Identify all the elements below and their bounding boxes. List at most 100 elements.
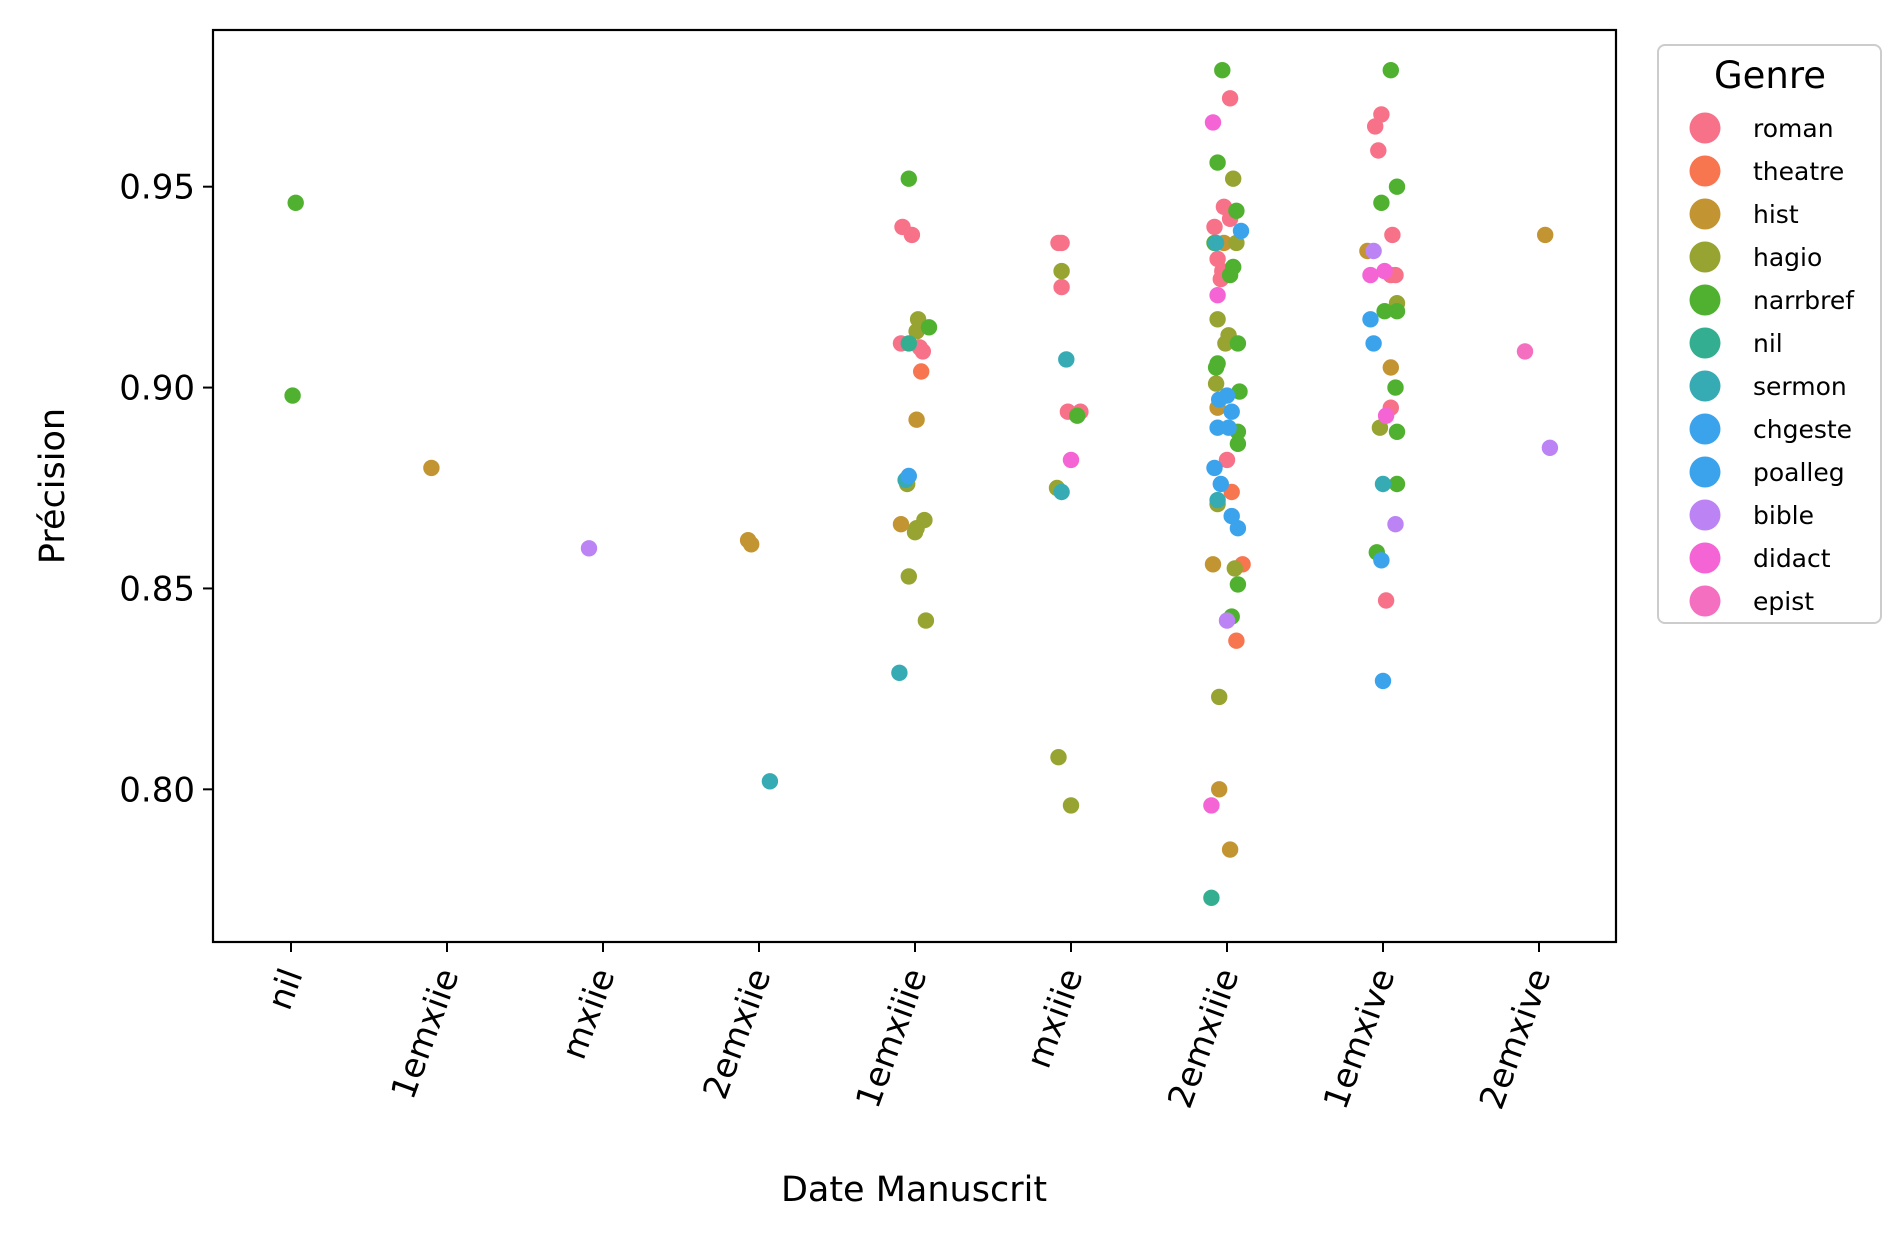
data-point-didact <box>1362 266 1379 284</box>
data-point-narrbref <box>1231 383 1248 400</box>
data-point-didact <box>1209 287 1226 304</box>
x-tick-label: mxiie <box>554 963 623 1064</box>
data-point-narrbref <box>287 194 304 211</box>
data-point-theatre <box>1228 632 1245 649</box>
data-point-roman <box>1384 226 1401 244</box>
data-point-chgeste <box>1212 475 1230 493</box>
data-point-didact <box>1376 262 1393 280</box>
data-point-chgeste <box>900 467 917 485</box>
data-point-hist <box>1537 226 1554 244</box>
data-point-didact <box>1062 451 1080 469</box>
legend: Genre roman theatre hist hagio narrbref nil se… <box>1657 44 1882 624</box>
data-point-theatre <box>913 363 930 380</box>
data-point-narrbref <box>284 387 301 404</box>
y-axis-title: Précision <box>33 408 73 564</box>
data-point-narrbref <box>1228 202 1245 219</box>
data-point-hist <box>743 536 760 553</box>
data-point-roman <box>1367 118 1384 135</box>
legend-label-hagio: hagio <box>1753 243 1822 272</box>
data-point-poalleg <box>1223 403 1240 420</box>
data-point-didact <box>1377 407 1395 424</box>
data-point-narrbref <box>1373 194 1390 211</box>
data-point-hagio <box>1050 749 1067 766</box>
data-point-roman <box>1377 592 1395 609</box>
legend-marker-hist <box>1689 198 1721 230</box>
legend-marker-bible <box>1689 499 1721 531</box>
data-point-hagio <box>1062 797 1080 814</box>
data-point-nil <box>1203 889 1220 906</box>
data-point-hagio <box>906 524 924 541</box>
data-point-hagio <box>1207 375 1225 392</box>
data-point-chgeste <box>1206 459 1223 477</box>
data-point-hagio <box>1053 262 1070 280</box>
data-points <box>284 61 1559 906</box>
data-point-chgeste <box>1365 335 1382 352</box>
data-point-roman <box>1218 451 1236 469</box>
legend-title: Genre <box>1714 54 1826 97</box>
legend-label-didact: didact <box>1753 544 1831 573</box>
legend-label-poalleg: poalleg <box>1753 458 1845 487</box>
data-point-narrbref <box>1207 359 1225 376</box>
y-tick-label: 0.95 <box>119 168 195 208</box>
data-point-sermon <box>891 664 908 681</box>
legend-marker-nil <box>1689 327 1721 359</box>
data-point-sermon <box>761 773 779 790</box>
data-point-hist <box>892 516 910 533</box>
data-point-narrbref <box>1221 266 1239 284</box>
legend-label-epist: epist <box>1753 587 1814 616</box>
data-point-epist <box>1516 343 1534 360</box>
data-point-narrbref <box>920 319 938 336</box>
legend-label-narrbref: narrbref <box>1753 286 1855 315</box>
y-tick-label: 0.85 <box>119 569 195 609</box>
data-point-narrbref <box>1388 303 1406 320</box>
data-point-narrbref <box>1069 407 1086 424</box>
legend-marker-theatre <box>1689 155 1721 187</box>
legend-label-theatre: theatre <box>1753 157 1844 186</box>
data-point-hagio <box>908 323 925 340</box>
x-tick-label: 2emxive <box>1472 963 1560 1114</box>
data-point-hist <box>1211 781 1228 798</box>
legend-marker-didact <box>1689 542 1721 574</box>
legend-marker-hagio <box>1689 241 1721 273</box>
data-point-sermon <box>1058 351 1075 368</box>
data-point-didact <box>1203 797 1220 814</box>
data-point-sermon <box>1209 491 1226 509</box>
data-point-chgeste <box>1232 222 1250 240</box>
x-tick-label: 1emxiiie <box>848 963 935 1113</box>
data-point-bible <box>1218 612 1236 629</box>
data-point-hist <box>1221 841 1239 858</box>
data-point-narrbref <box>1382 61 1400 79</box>
x-tick-label: 2emxiie <box>695 963 779 1104</box>
data-point-roman <box>1053 278 1070 296</box>
data-point-narrbref <box>1388 178 1406 195</box>
legend-label-bible: bible <box>1753 501 1814 530</box>
data-point-hist <box>1204 556 1222 573</box>
data-point-hagio <box>1209 311 1226 328</box>
data-point-narrbref <box>1388 423 1406 440</box>
x-tick-label: nil <box>260 963 311 1015</box>
data-point-narrbref <box>1209 154 1226 171</box>
data-point-hist <box>1382 359 1400 376</box>
legend-label-sermon: sermon <box>1753 372 1847 401</box>
y-tick-label: 0.90 <box>119 369 195 409</box>
x-axis-title: Date Manuscrit <box>781 1170 1047 1210</box>
data-point-roman <box>1370 142 1387 159</box>
data-point-poalleg <box>1220 419 1237 436</box>
y-axis: 0.80 0.85 0.90 0.95 <box>119 168 213 810</box>
data-point-bible <box>1541 439 1559 456</box>
data-point-roman <box>903 226 921 244</box>
data-point-sermon <box>1374 475 1392 493</box>
data-point-narrbref <box>1229 576 1247 593</box>
legend-label-chgeste: chgeste <box>1753 415 1852 444</box>
legend-label-nil: nil <box>1753 329 1783 358</box>
data-point-hist <box>423 459 440 477</box>
data-point-hagio <box>917 612 935 629</box>
x-tick-label: 1emxive <box>1316 963 1404 1114</box>
data-point-sermon <box>1053 483 1070 501</box>
data-point-hagio <box>900 568 917 585</box>
data-point-poalleg <box>1229 520 1247 537</box>
data-point-narrbref <box>1229 335 1247 352</box>
data-point-narrbref <box>900 170 917 187</box>
x-axis: nil 1emxiie mxiie 2emxiie 1emxiiie mxiiie 2emx… <box>260 942 1559 1115</box>
data-point-narrbref <box>1387 379 1404 396</box>
